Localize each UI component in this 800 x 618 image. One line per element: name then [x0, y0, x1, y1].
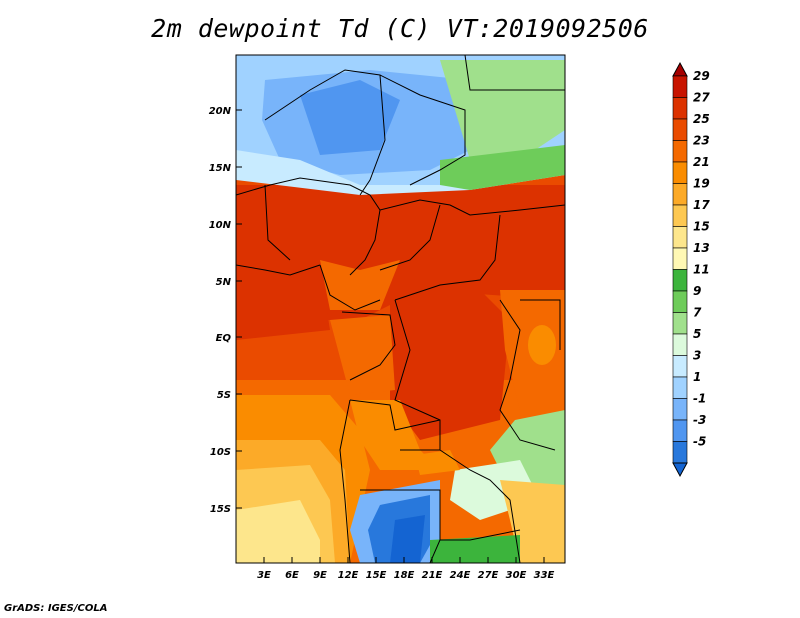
lat-label: 5S [217, 390, 231, 401]
colorbar-top-arrow [672, 61, 688, 77]
colorbar-label: -3 [693, 413, 706, 427]
lon-label: 27E [478, 570, 499, 581]
colorbar-label: 11 [693, 263, 710, 277]
lon-label: 12E [338, 570, 359, 581]
colorbar-label: -1 [693, 392, 706, 406]
lon-label: 33E [534, 570, 555, 581]
colorbar-label: 17 [693, 198, 710, 212]
longitude-axis: 3E 6E 9E 12E 15E 18E 21E 24E 27E 30E 33E [257, 557, 555, 581]
lon-label: 21E [422, 570, 443, 581]
colorbar-label: 13 [693, 241, 710, 255]
colorbar-segment [672, 161, 688, 184]
colorbar-segment [672, 312, 688, 335]
colorbar-label: 27 [693, 91, 710, 105]
colorbar-segment [672, 355, 688, 378]
colorbar-segment [672, 441, 688, 464]
colorbar-label: 25 [693, 112, 710, 126]
colorbar-segment [672, 140, 688, 163]
colorbar-segment [672, 226, 688, 249]
lat-label: 10N [209, 220, 232, 231]
colorbar-label: 29 [693, 69, 710, 83]
colorbar-segment [672, 75, 688, 98]
lon-label: 6E [285, 570, 299, 581]
colorbar-segment [672, 204, 688, 227]
colorbar-segment [672, 398, 688, 421]
colorbar: 29 27 25 23 21 19 17 15 13 11 9 7 5 3 1 -1 -3 -5 [672, 61, 710, 478]
latitude-axis: 20N 15N 10N 5N EQ 5S 10S 15S [209, 106, 242, 515]
lat-label: 20N [209, 106, 232, 117]
colorbar-label: 15 [693, 220, 710, 234]
colorbar-label: 23 [693, 134, 710, 148]
lon-label: 15E [366, 570, 387, 581]
lat-label: 15N [209, 163, 232, 174]
country-borders [236, 55, 565, 563]
colorbar-label: 5 [693, 327, 701, 341]
colorbar-label: 1 [693, 370, 701, 384]
lat-label: 10S [210, 447, 231, 458]
colorbar-segment [672, 376, 688, 399]
colorbar-segment [672, 247, 688, 270]
colorbar-label: 21 [693, 155, 710, 169]
colorbar-label: 19 [693, 177, 710, 191]
colorbar-label: 9 [693, 284, 701, 298]
colorbar-segment [672, 97, 688, 120]
colorbar-segment [672, 183, 688, 206]
colorbar-segment [672, 118, 688, 141]
lon-label: 18E [394, 570, 415, 581]
colorbar-label: -5 [693, 435, 706, 449]
colorbar-bottom-arrow [672, 462, 688, 478]
lon-label: 30E [506, 570, 527, 581]
colorbar-segment [672, 419, 688, 442]
lon-label: 3E [257, 570, 271, 581]
map-frame [235, 54, 566, 564]
colorbar-segment [672, 290, 688, 313]
footer-credit: GrADS: IGES/COLA [4, 603, 108, 614]
lon-label: 9E [313, 570, 327, 581]
colorbar-segment [672, 333, 688, 356]
lat-label: 15S [210, 504, 231, 515]
colorbar-segment [672, 269, 688, 292]
colorbar-label: 3 [693, 349, 701, 363]
dewpoint-field [236, 55, 565, 563]
chart-title: 2m dewpoint Td (C) VT:2019092506 [151, 14, 649, 43]
lat-label: 5N [216, 277, 232, 288]
colorbar-label: 7 [693, 306, 702, 320]
lon-label: 24E [450, 570, 471, 581]
lat-label: EQ [216, 333, 232, 344]
